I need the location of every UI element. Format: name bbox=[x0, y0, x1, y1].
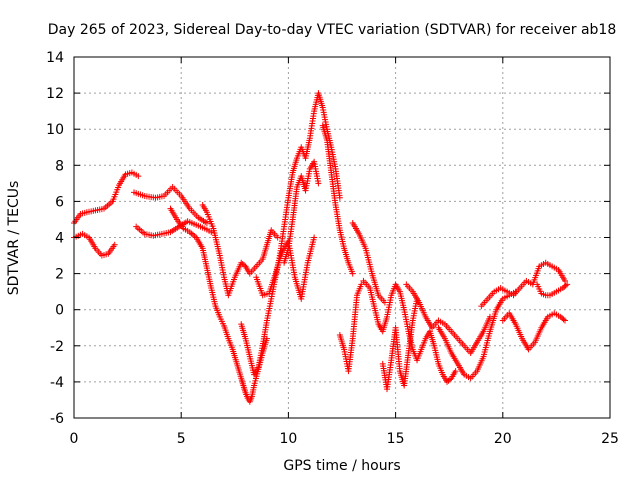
data-point bbox=[560, 316, 567, 323]
y-tick-label: 4 bbox=[55, 231, 64, 247]
series-track-b bbox=[71, 230, 118, 259]
x-tick-label: 10 bbox=[279, 431, 297, 447]
x-tick-label: 25 bbox=[601, 431, 619, 447]
series-track-h bbox=[281, 158, 322, 266]
series-track-c bbox=[131, 183, 210, 227]
series-track-a bbox=[71, 169, 142, 227]
data-point bbox=[315, 180, 322, 187]
y-tick-label: 0 bbox=[55, 303, 64, 319]
data-point bbox=[336, 194, 343, 201]
x-tick-label: 15 bbox=[387, 431, 405, 447]
series-track-n bbox=[379, 295, 421, 393]
data-point bbox=[349, 270, 356, 277]
series-track-k bbox=[336, 281, 365, 375]
series-track-m bbox=[360, 277, 459, 385]
series-track-g bbox=[238, 90, 343, 378]
x-tick-label: 5 bbox=[177, 431, 186, 447]
y-tick-label: -4 bbox=[50, 375, 64, 391]
y-tick-label: -2 bbox=[50, 339, 64, 355]
y-tick-label: 14 bbox=[46, 50, 64, 66]
data-point bbox=[561, 277, 568, 284]
chart-title: Day 265 of 2023, Sidereal Day-to-day VTE… bbox=[48, 22, 617, 38]
series-track-e bbox=[167, 205, 270, 405]
series-track-f bbox=[199, 202, 281, 299]
x-axis-label: GPS time / hours bbox=[283, 458, 400, 474]
data-point bbox=[381, 299, 388, 306]
data-point bbox=[561, 317, 568, 324]
x-tick-label: 0 bbox=[70, 431, 79, 447]
axis-ticks: 0 5 10 15 20 25 -6 -4 -2 0 2 4 6 8 10 12 14 bbox=[46, 50, 619, 447]
data-point bbox=[564, 281, 571, 288]
data-point bbox=[135, 173, 142, 180]
data-point bbox=[203, 220, 210, 227]
series-track-p bbox=[435, 288, 519, 382]
data-point bbox=[562, 282, 569, 289]
grid bbox=[74, 57, 610, 418]
data-point bbox=[446, 376, 453, 383]
y-tick-label: 10 bbox=[46, 122, 64, 138]
series-track-r bbox=[499, 310, 568, 353]
series-track-o bbox=[403, 281, 493, 357]
x-tick-label: 20 bbox=[494, 431, 512, 447]
data-point bbox=[311, 234, 318, 241]
series-track-l bbox=[349, 220, 388, 306]
y-axis-label: SDTVAR / TECUs bbox=[6, 181, 22, 296]
series-track-j bbox=[319, 122, 356, 277]
series-track-q bbox=[478, 259, 568, 310]
y-tick-label: 2 bbox=[55, 267, 64, 283]
y-tick-label: 6 bbox=[55, 194, 64, 210]
data-point bbox=[452, 368, 459, 375]
series-track-s bbox=[534, 281, 571, 299]
data-point bbox=[358, 281, 365, 288]
data-point bbox=[486, 313, 493, 320]
data-point bbox=[111, 241, 118, 248]
y-tick-label: -6 bbox=[50, 411, 64, 427]
series-track-i bbox=[253, 234, 318, 302]
data-point bbox=[208, 229, 215, 236]
y-tick-label: 8 bbox=[55, 158, 64, 174]
data-point bbox=[241, 262, 248, 269]
data-point bbox=[274, 234, 281, 241]
data-series bbox=[71, 90, 571, 405]
y-tick-label: 12 bbox=[46, 86, 64, 102]
